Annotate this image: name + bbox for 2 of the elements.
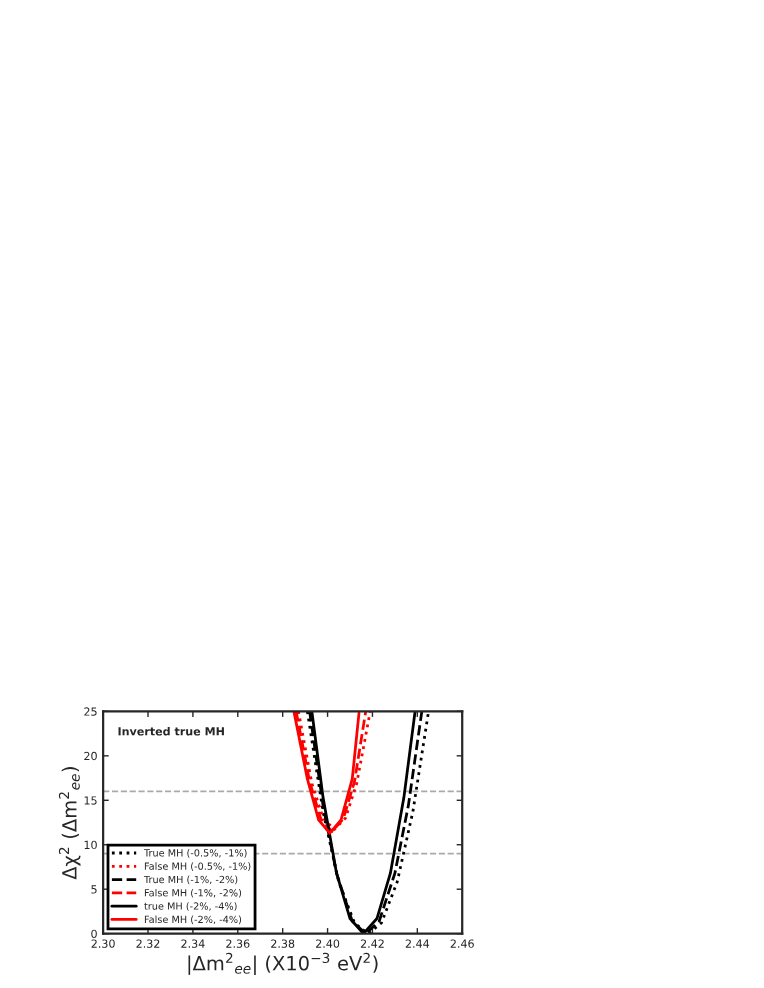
y-axis-title: Δχ$^{2}$ (Δm$^{2}$$_{ee}$) [58,767,81,880]
x-axis-title: |Δm$^{2}$$_{ee}$| (X10$^{−3}$ eV$^{2}$) [188,952,378,975]
